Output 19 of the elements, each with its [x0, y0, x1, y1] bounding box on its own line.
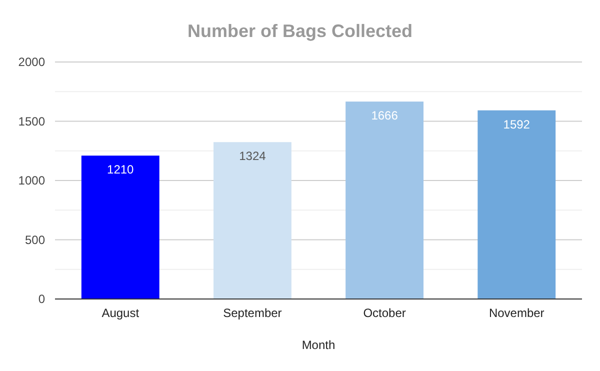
x-axis-title: Month — [302, 338, 336, 352]
y-tick-label: 1500 — [18, 114, 46, 128]
x-tick-label: November — [488, 306, 544, 320]
data-label: 1324 — [239, 149, 266, 164]
y-tick-label: 1000 — [18, 174, 46, 188]
chart-title: Number of Bags Collected — [187, 21, 413, 41]
y-tick-label: 0 — [38, 292, 46, 306]
x-tick-label: October — [363, 306, 406, 320]
x-tick-label: August — [102, 306, 140, 320]
x-tick-label: September — [223, 306, 282, 320]
y-tick-label: 2000 — [18, 55, 46, 69]
bar — [478, 110, 556, 299]
bar — [81, 156, 160, 299]
data-label: 1592 — [503, 117, 530, 132]
data-label: 1666 — [371, 108, 398, 123]
y-tick-label: 500 — [24, 232, 46, 247]
bar — [213, 142, 292, 299]
bar — [346, 102, 424, 299]
data-label: 1210 — [107, 162, 134, 177]
